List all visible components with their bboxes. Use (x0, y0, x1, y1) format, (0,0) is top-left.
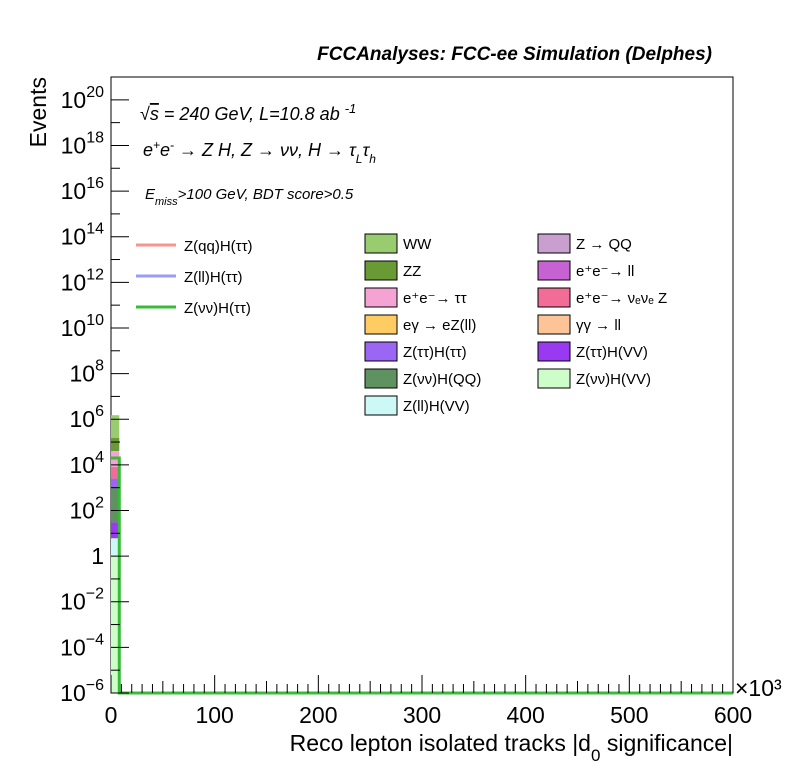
legend-bkg1-swatch-6 (364, 395, 398, 416)
legend-bkg2-swatch-5 (537, 368, 571, 389)
y-tick-label-1: 10−4 (60, 631, 104, 660)
x-tick-label-6: 600 (714, 702, 752, 728)
x-tick-label-1: 100 (195, 702, 233, 728)
legend-signal-label-1: Z(ll)H(ττ) (184, 269, 243, 286)
y-tick-label-7: 108 (70, 358, 105, 387)
x-tick-label-5: 500 (610, 702, 648, 728)
y-tick-label-0: 10−6 (60, 677, 104, 706)
stack-segment-1 (111, 438, 120, 452)
legend-bkg1-swatch-1 (364, 260, 398, 281)
stack-segment-7 (111, 538, 120, 557)
y-tick-label-5: 104 (70, 449, 105, 478)
y-axis-ticks: 10−6 10−4 10−2 1 102 104 106 108 1010 1012 1014 101… (60, 84, 129, 706)
stack-segment-6 (111, 522, 120, 539)
signal-lines (111, 456, 733, 695)
signal-line-0 (111, 456, 733, 695)
y-tick-label-12: 1018 (61, 129, 104, 158)
y-tick-label-3: 1 (91, 543, 104, 569)
legend-bkg1-swatch-4 (364, 341, 398, 362)
chart-title: FCCAnalyses: FCC-ee Simulation (Delphes) (317, 44, 712, 65)
legend-bkg1-label-3: eγ → eZ(ll) (403, 317, 476, 334)
y-tick-label-2: 10−2 (60, 586, 104, 615)
y-tick-label-13: 1020 (61, 84, 104, 113)
legend-bkg1-label-1: ZZ (403, 263, 421, 280)
x-axis-ticks: 0 100 200 300 400 500 600 (105, 675, 752, 728)
legend-bkg2-swatch-3 (537, 314, 571, 335)
legend-bkg2-swatch-1 (537, 260, 571, 281)
x-tick-label-0: 0 (105, 702, 118, 728)
legend-bkg1-label-2: e⁺e⁻→ ττ (403, 290, 467, 307)
y-tick-label-11: 1016 (61, 175, 104, 204)
annotation-selection: Emiss>100 GeV, BDT score>0.5 (145, 186, 354, 208)
legend-backgrounds-right: Z → QQ e⁺e⁻→ ll e⁺e⁻→ νₑνₑ Z γγ → ll Z(ττ)H(… (537, 233, 667, 389)
legend-bkg2-label-2: e⁺e⁻→ νₑνₑ Z (576, 290, 667, 307)
stack-segment-3 (111, 467, 120, 479)
legend-backgrounds-left: WW ZZ e⁺e⁻→ ττ eγ → eZ(ll) Z(ττ)H(ττ) Z(νν)H(… (364, 233, 481, 416)
legend-bkg1-swatch-3 (364, 314, 398, 335)
annotation-process: e+e- → Z H, Z → νν, H → τLτh (143, 138, 376, 166)
y-axis-label: Events (25, 77, 51, 147)
x-axis-multiplier: ×10³ (735, 675, 782, 701)
legend-bkg2-label-4: Z(ττ)H(VV) (576, 344, 648, 361)
legend-bkg1-swatch-2 (364, 287, 398, 308)
legend-bkg1-label-5: Z(νν)H(QQ) (403, 371, 481, 388)
legend-bkg2-label-1: e⁺e⁻→ ll (576, 263, 634, 280)
y-tick-label-9: 1012 (61, 266, 104, 295)
legend-bkg1-label-0: WW (403, 236, 432, 253)
legend-bkg1-swatch-5 (364, 368, 398, 389)
x-tick-label-3: 300 (403, 702, 441, 728)
x-tick-label-2: 200 (299, 702, 337, 728)
legend-bkg1-swatch-0 (364, 233, 398, 254)
annotation-energy: √s = 240 GeV, L=10.8 ab -1 (140, 101, 356, 125)
y-tick-label-6: 106 (70, 403, 105, 432)
legend-bkg2-label-5: Z(νν)H(VV) (576, 371, 651, 388)
stack-segment-5 (111, 487, 120, 523)
legend-bkg1-label-6: Z(ll)H(VV) (403, 398, 470, 415)
stack-segment-0 (111, 415, 120, 439)
y-tick-label-10: 1014 (61, 221, 104, 250)
y-tick-label-8: 1010 (61, 312, 104, 341)
legend-signal-label-0: Z(qq)H(ττ) (184, 238, 253, 255)
legend-bkg2-swatch-2 (537, 287, 571, 308)
legend-signal-label-2: Z(νν)H(ττ) (184, 300, 251, 317)
legend-bkg2-swatch-4 (537, 341, 571, 362)
legend-signals: Z(qq)H(ττ) Z(ll)H(ττ) Z(νν)H(ττ) (136, 238, 253, 317)
legend-bkg2-swatch-0 (537, 233, 571, 254)
x-tick-label-4: 400 (506, 702, 544, 728)
y-tick-label-4: 102 (70, 494, 105, 523)
legend-bkg2-label-3: γγ → ll (576, 317, 621, 334)
x-axis-label: Reco lepton isolated tracks |d0 signific… (290, 730, 733, 765)
legend-bkg2-label-0: Z → QQ (576, 236, 632, 253)
legend-bkg1-label-4: Z(ττ)H(ττ) (403, 344, 467, 361)
stack-segment-4 (111, 478, 120, 488)
